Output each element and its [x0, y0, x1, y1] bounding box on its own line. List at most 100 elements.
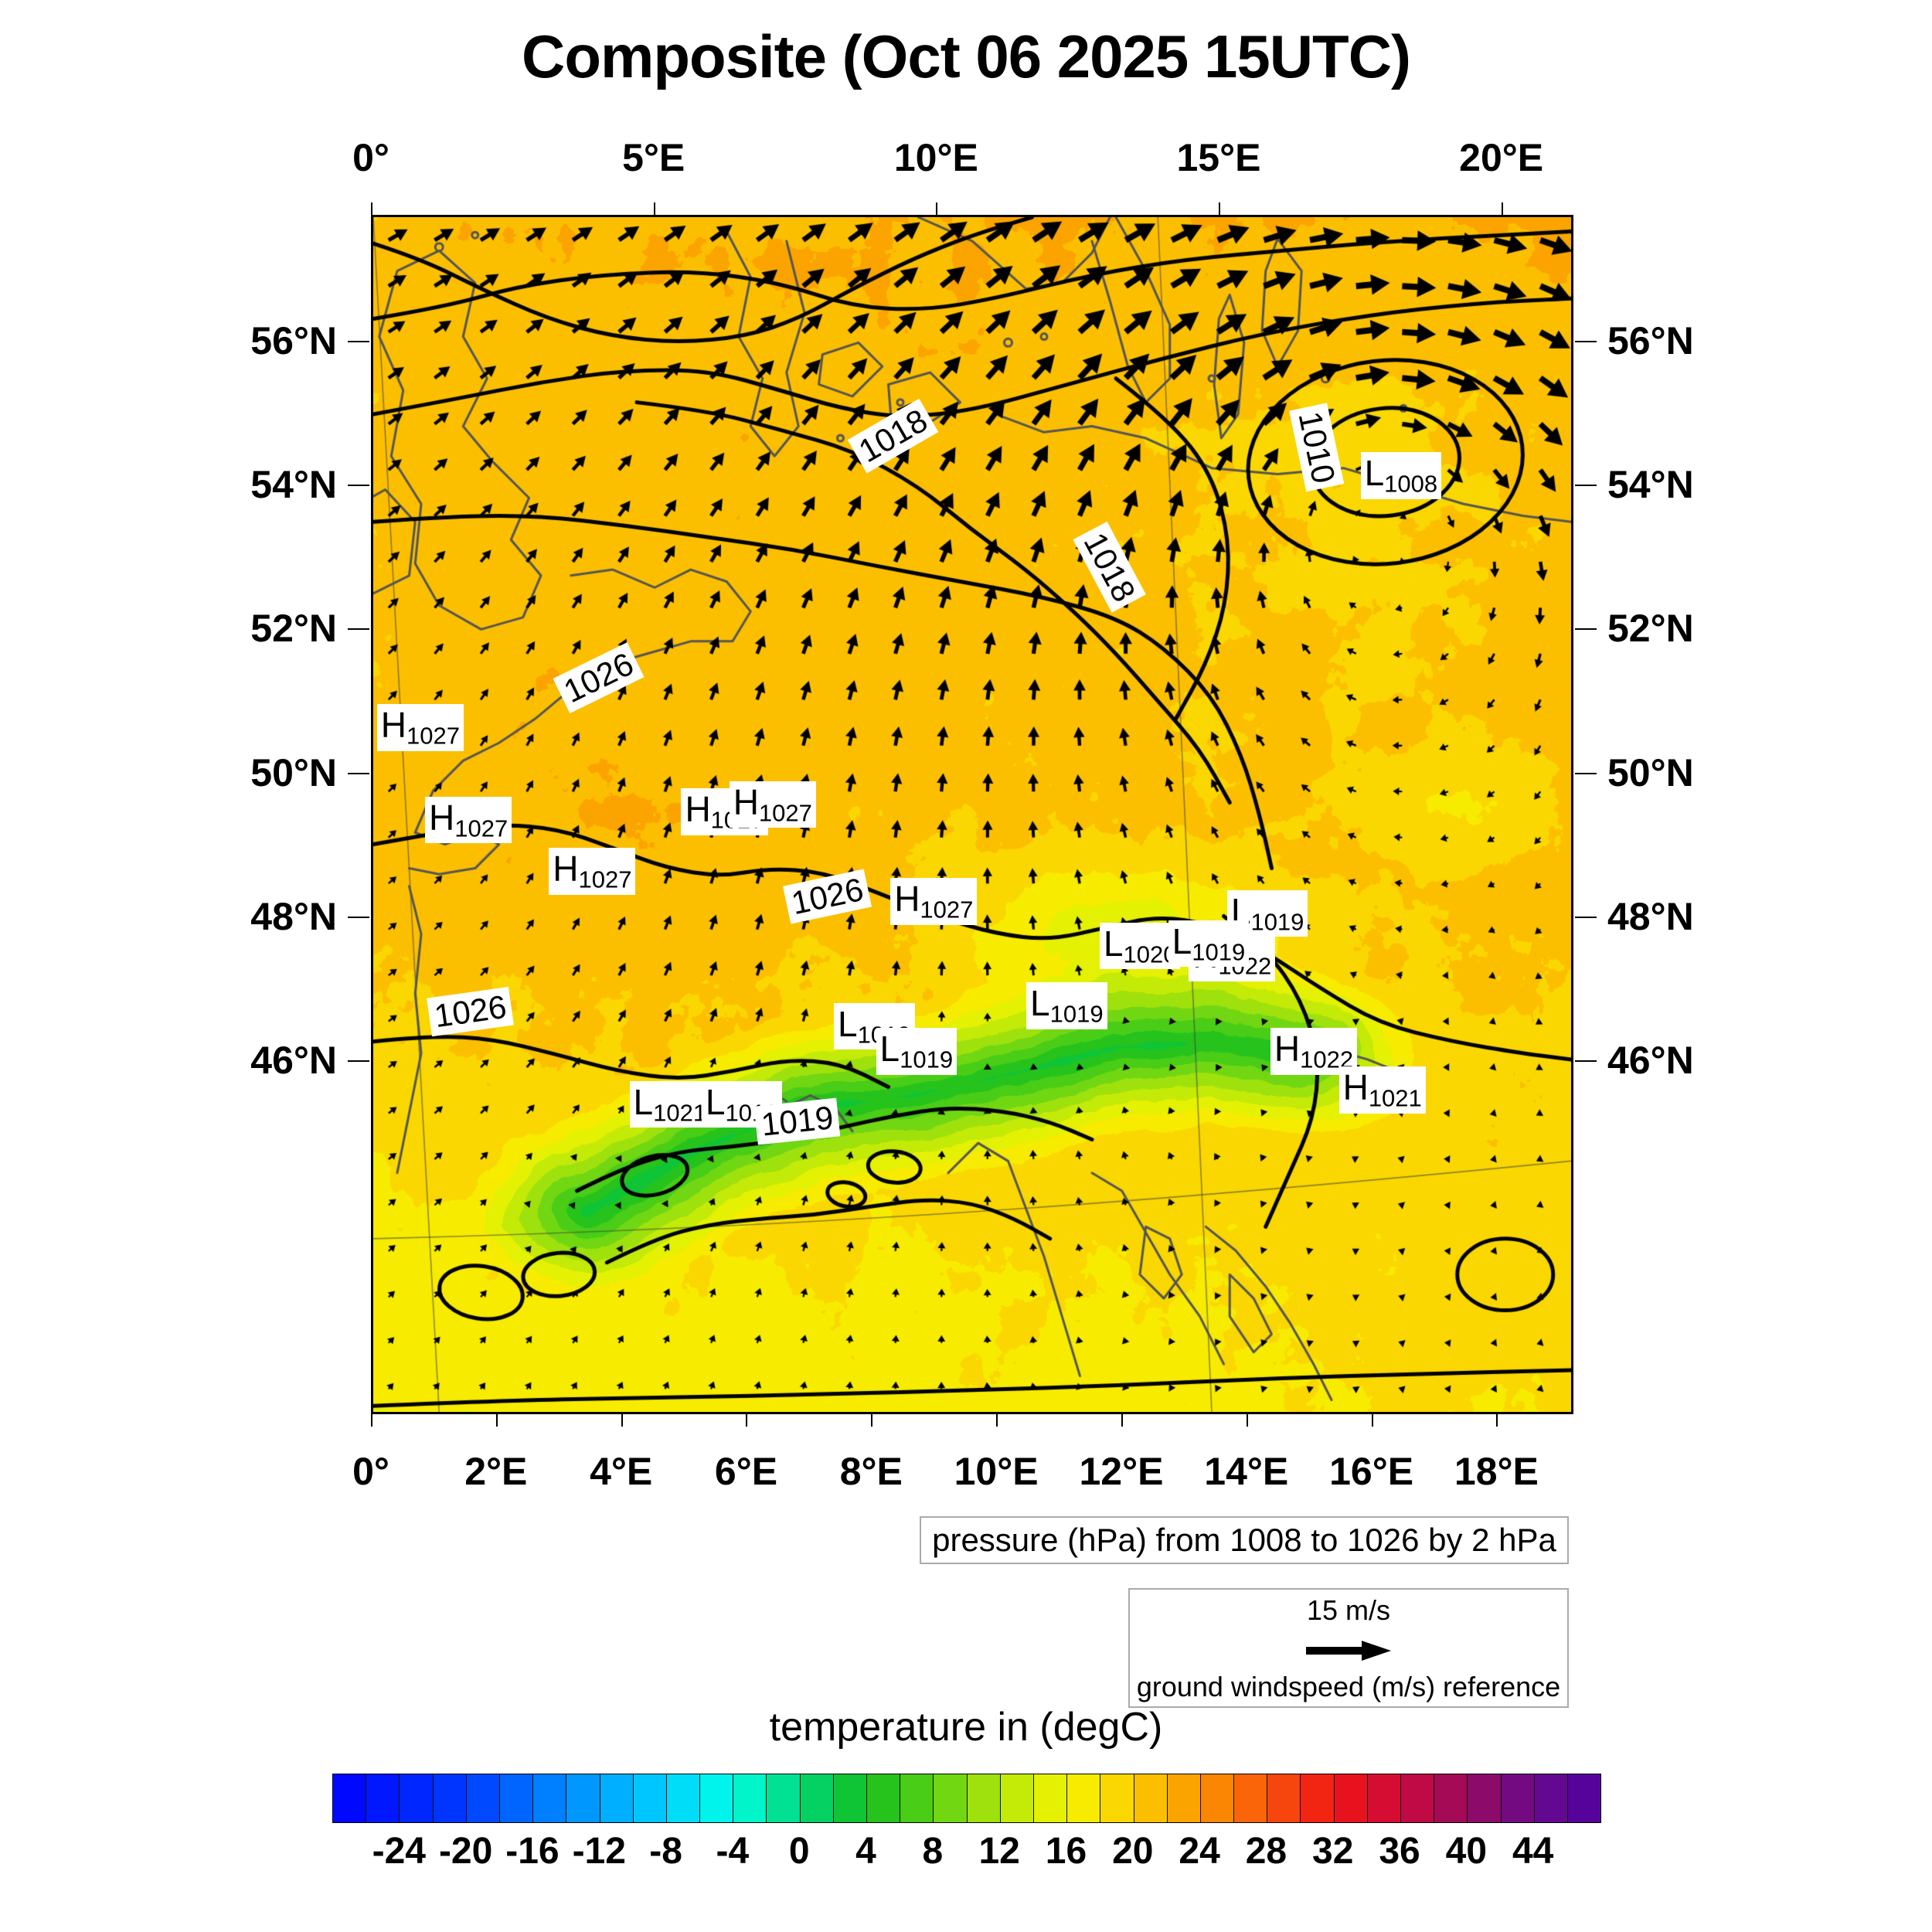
wind-reference-legend: 15 m/s ground windspeed (m/s) reference	[1128, 1588, 1569, 1708]
axis-tick-right-5	[1575, 1060, 1597, 1063]
colorbar-swatch	[466, 1774, 500, 1822]
axis-tick-bottom-7	[1246, 1414, 1248, 1427]
colorbar-tick-label-5: -4	[716, 1831, 750, 1872]
axis-label-left-5: 46°N	[250, 1039, 337, 1083]
axis-label-left-1: 54°N	[250, 463, 337, 507]
colorbar-swatch	[533, 1774, 567, 1822]
colorbar-tick-label-10: 16	[1045, 1831, 1087, 1872]
pressure-low-marker: L1019	[1026, 982, 1107, 1029]
colorbar-swatch	[1100, 1774, 1134, 1822]
axis-label-right-3: 50°N	[1607, 750, 1694, 794]
pressure-low-marker: L1021	[629, 1080, 711, 1128]
axis-label-bottom-9: 18°E	[1454, 1450, 1539, 1493]
colorbar-swatch	[1434, 1774, 1468, 1822]
colorbar-swatch	[1501, 1774, 1535, 1822]
colorbar-swatch	[867, 1774, 901, 1822]
axis-label-top-3: 15°E	[1176, 136, 1261, 179]
axis-tick-right-0	[1575, 340, 1597, 342]
colorbar-swatch	[1033, 1774, 1068, 1822]
axis-label-bottom-0: 0°	[352, 1450, 389, 1493]
pressure-low-marker: L1008	[1360, 452, 1442, 499]
pressure-legend: pressure (hPa) from 1008 to 1026 by 2 hP…	[920, 1516, 1569, 1564]
axis-label-right-2: 52°N	[1607, 607, 1694, 651]
axis-tick-bottom-9	[1496, 1414, 1498, 1427]
colorbar-ticks: -24 -20 -16 -12 -8 -4 0 4 8 12 16 20 24 28 32 36 40 44	[332, 1830, 1600, 1876]
colorbar-swatch	[366, 1774, 400, 1822]
axis-label-bottom-5: 10°E	[954, 1450, 1039, 1493]
colorbar-swatch	[1401, 1774, 1435, 1822]
colorbar-tick-label-15: 36	[1379, 1831, 1420, 1872]
axis-tick-bottom-8	[1371, 1414, 1373, 1427]
axis-label-bottom-8: 16°E	[1329, 1450, 1414, 1493]
axis-tick-left-5	[348, 1060, 369, 1063]
pressure-low-marker: L1019	[876, 1028, 957, 1075]
pressure-high-marker: H1027	[549, 848, 636, 896]
colorbar-tick-label-4: -8	[649, 1831, 682, 1872]
colorbar-swatch	[1000, 1774, 1034, 1822]
colorbar-tick-label-16: 40	[1445, 1831, 1488, 1872]
colorbar-swatch	[1367, 1774, 1401, 1822]
colorbar-tick-label-1: -20	[438, 1831, 493, 1872]
weather-map[interactable]	[371, 215, 1573, 1414]
colorbar-swatch	[900, 1774, 934, 1822]
axis-tick-right-2	[1575, 628, 1597, 631]
axis-tick-bottom-0	[371, 1414, 372, 1427]
colorbar-swatch	[1134, 1774, 1168, 1822]
pressure-high-marker: H1027	[890, 878, 978, 925]
axis-label-bottom-7: 14°E	[1204, 1450, 1289, 1493]
axis-label-bottom-4: 8°E	[839, 1450, 903, 1493]
axis-tick-right-3	[1575, 772, 1597, 774]
colorbar-swatch	[934, 1774, 968, 1822]
colorbar-tick-label-12: 24	[1179, 1831, 1220, 1872]
colorbar-swatch	[1468, 1774, 1502, 1822]
colorbar-swatch	[333, 1774, 367, 1822]
axis-tick-left-0	[348, 340, 369, 342]
colorbar-swatch	[1234, 1774, 1268, 1822]
page-title: Composite (Oct 06 2025 15UTC)	[521, 22, 1411, 90]
pressure-low-marker: L1019	[1168, 920, 1250, 968]
colorbar-swatch	[566, 1774, 600, 1822]
axis-label-left-4: 48°N	[250, 894, 337, 938]
colorbar-swatch	[1567, 1774, 1601, 1822]
axis-label-bottom-3: 6°E	[714, 1450, 778, 1493]
temperature-colorbar[interactable]	[332, 1774, 1601, 1823]
colorbar-tick-label-6: 0	[788, 1831, 810, 1872]
axis-tick-top-3	[1218, 202, 1220, 215]
colorbar-swatch	[800, 1774, 834, 1822]
colorbar-swatch	[967, 1774, 1001, 1822]
axis-tick-bottom-3	[746, 1414, 748, 1427]
colorbar-swatch	[1067, 1774, 1101, 1822]
colorbar-tick-label-17: 44	[1512, 1831, 1554, 1872]
colorbar-swatch	[1267, 1774, 1301, 1822]
colorbar-swatch	[499, 1774, 534, 1822]
axis-tick-right-4	[1575, 916, 1597, 918]
axis-label-bottom-1: 2°E	[464, 1450, 528, 1493]
axis-tick-top-2	[936, 202, 938, 215]
axis-label-left-2: 52°N	[250, 607, 337, 651]
wind-reference-caption: ground windspeed (m/s) reference	[1136, 1671, 1561, 1702]
colorbar-swatch	[600, 1774, 634, 1822]
colorbar-tick-label-3: -12	[572, 1831, 626, 1872]
pressure-high-marker: H1021	[1338, 1066, 1426, 1114]
axis-label-top-2: 10°E	[893, 136, 978, 179]
axis-label-right-5: 46°N	[1607, 1039, 1694, 1083]
axis-tick-left-4	[348, 916, 369, 918]
axis-tick-left-1	[348, 485, 369, 487]
colorbar-swatch	[666, 1774, 701, 1822]
pressure-high-marker: H1027	[376, 704, 464, 751]
axis-tick-left-3	[348, 772, 369, 774]
axis-label-right-1: 54°N	[1607, 463, 1694, 507]
colorbar-swatch	[1534, 1774, 1568, 1822]
axis-label-right-0: 56°N	[1607, 318, 1694, 362]
colorbar-swatch	[1167, 1774, 1201, 1822]
colorbar-swatch	[1301, 1774, 1335, 1822]
pressure-high-marker: H1022	[1270, 1028, 1358, 1075]
colorbar-tick-label-0: -24	[372, 1831, 426, 1872]
colorbar-swatch	[633, 1774, 667, 1822]
colorbar-swatch	[1334, 1774, 1368, 1822]
colorbar-swatch	[1200, 1774, 1235, 1822]
pressure-low-marker: L1020	[1099, 922, 1181, 970]
axis-label-top-0: 0°	[352, 136, 389, 179]
colorbar-tick-label-2: -16	[505, 1831, 560, 1872]
axis-tick-bottom-2	[621, 1414, 623, 1427]
